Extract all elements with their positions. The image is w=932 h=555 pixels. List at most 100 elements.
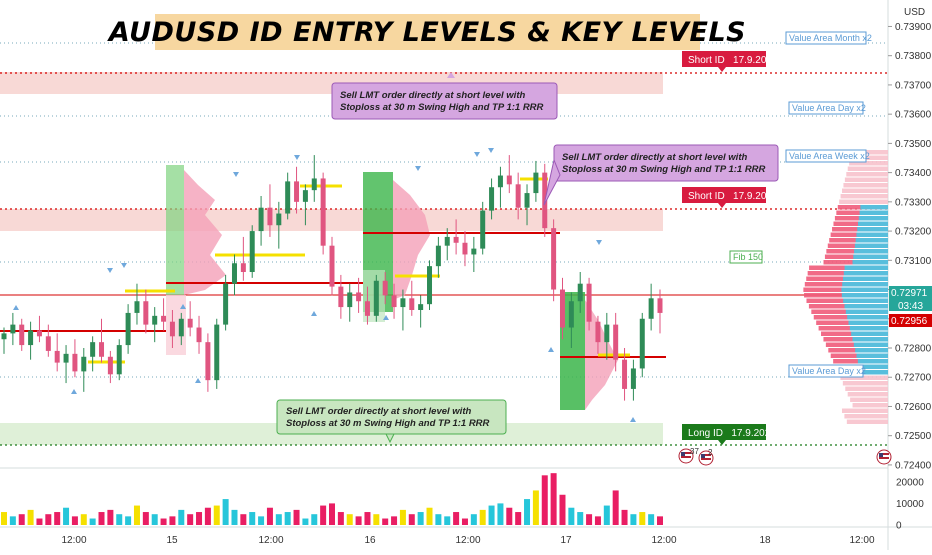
svg-text:03:43: 03:43 <box>898 301 923 312</box>
candle-body <box>99 342 105 357</box>
candle-body <box>258 207 264 232</box>
volume-bar <box>213 505 220 525</box>
candle-body <box>524 193 530 208</box>
profile-row-value-area <box>843 276 888 281</box>
profile-row <box>850 397 888 402</box>
profile-row <box>852 150 888 155</box>
svg-text:0.72971: 0.72971 <box>891 288 928 299</box>
volume-bar <box>222 499 229 525</box>
volume-bar <box>497 503 504 525</box>
buy-callout[interactable]: Sell LMT order directly at short level w… <box>276 399 507 444</box>
volume-bar <box>488 505 495 525</box>
volume-bar <box>621 509 628 525</box>
price-tick-label: 0.73600 <box>895 110 932 121</box>
volume-bar <box>71 516 78 525</box>
volume-bar <box>151 514 158 525</box>
profile-row-value-area <box>845 309 888 314</box>
value-area-day-top-tag[interactable]: Value Area Day x2 <box>788 101 866 115</box>
volume-layer <box>1 473 663 525</box>
volume-tick-label: 0 <box>896 521 902 532</box>
svg-text:Sell LMT order directly at sho: Sell LMT order directly at short level w… <box>562 152 747 163</box>
profile-row <box>845 386 888 391</box>
candle-body <box>347 292 353 308</box>
volume-bar <box>18 514 25 525</box>
svg-text:Long ID 17.9.2020: Long ID 17.9.2020 <box>688 428 776 439</box>
price-tick-label: 0.73500 <box>895 139 932 150</box>
value-area-week-tag[interactable]: Value Area Week x2 <box>785 149 870 163</box>
volume-bar <box>630 514 637 525</box>
volume-bar <box>453 512 460 525</box>
time-tick-label: 12:00 <box>258 535 283 546</box>
volume-bar <box>293 509 300 525</box>
profile-row-value-area <box>854 243 888 248</box>
short-tag-upper[interactable]: Short ID 17.9.2020 <box>682 51 778 72</box>
candle-body <box>311 178 317 191</box>
candle-body <box>506 175 512 185</box>
svg-text:0.72956: 0.72956 <box>891 316 928 327</box>
value-area-day-bottom-tag[interactable]: Value Area Day x2 <box>788 364 866 378</box>
candle-body <box>90 342 96 357</box>
candle-body <box>240 263 246 272</box>
price-tick-label: 0.73700 <box>895 80 932 91</box>
volume-bar <box>169 516 176 525</box>
sell-callout-2[interactable]: Sell LMT order directly at short level w… <box>543 144 779 206</box>
candle-body <box>435 245 441 267</box>
candle-body <box>294 181 300 202</box>
svg-text:37: 37 <box>690 447 699 456</box>
volume-bar <box>178 509 185 525</box>
candle-body <box>409 298 415 310</box>
profile-row-value-area <box>853 254 888 259</box>
profile-row-value-area <box>851 331 888 336</box>
profile-row-value-area <box>858 221 888 226</box>
currency-label: USD <box>904 7 925 18</box>
candle-body <box>382 280 388 296</box>
time-tick-label: 16 <box>364 535 376 546</box>
candle-body <box>427 266 433 305</box>
svg-text:Stoploss at 30 m Swing High an: Stoploss at 30 m Swing High and TP 1:1 R… <box>562 164 766 175</box>
candle-body <box>231 263 237 284</box>
volume-bar <box>648 514 655 525</box>
volume-bar <box>577 512 584 525</box>
fib-150-tag[interactable]: Fib 150 <box>729 250 763 264</box>
sell-callout-1[interactable]: Sell LMT order directly at short level w… <box>331 72 558 120</box>
profile-row <box>846 419 888 424</box>
candle-body <box>648 298 654 319</box>
profile-row <box>847 392 888 397</box>
candle-body <box>285 181 291 214</box>
candles-layer <box>1 155 663 401</box>
profile-row <box>842 188 888 193</box>
value-area-month-tag[interactable]: Value Area Month x2 <box>785 31 872 45</box>
svg-text:Short ID 17.9.2020: Short ID 17.9.2020 <box>688 55 778 66</box>
candle-body <box>1 333 7 340</box>
price-tick-label: 0.72700 <box>895 373 932 384</box>
profile-row <box>839 199 888 204</box>
candle-body <box>63 353 69 363</box>
profile-row-value-area <box>859 364 888 369</box>
volume-bar <box>479 509 486 525</box>
volume-bar <box>391 516 398 525</box>
profile-row-value-area <box>844 304 888 309</box>
candle-body <box>400 298 406 308</box>
time-axis[interactable]: 12:00 15 12:00 16 12:00 17 12:00 18 12:00 <box>61 535 874 546</box>
volume-bar <box>532 490 539 525</box>
candle-body <box>72 353 78 372</box>
candle-body <box>489 187 495 211</box>
volume-bar <box>639 512 646 525</box>
short-tag-lower[interactable]: Short ID 17.9.2020 <box>682 187 778 208</box>
volume-bar <box>89 518 96 525</box>
profile-row-value-area <box>849 326 888 331</box>
volume-bar <box>133 505 140 525</box>
candle-body <box>187 318 193 328</box>
candle-body <box>444 236 450 246</box>
event-badges[interactable]: 37 2 <box>678 447 892 466</box>
candle-body <box>329 245 335 287</box>
volume-bar <box>337 512 344 525</box>
long-tag[interactable]: Long ID 17.9.2020 <box>682 424 776 445</box>
volume-bar <box>231 509 238 525</box>
time-tick-label: 17 <box>560 535 572 546</box>
volume-bar <box>160 518 167 525</box>
volume-bar <box>515 512 522 525</box>
price-axis[interactable]: 0.73900 0.73800 0.73700 0.73600 0.73500 0.734… <box>888 22 932 471</box>
volume-bar <box>417 512 424 525</box>
